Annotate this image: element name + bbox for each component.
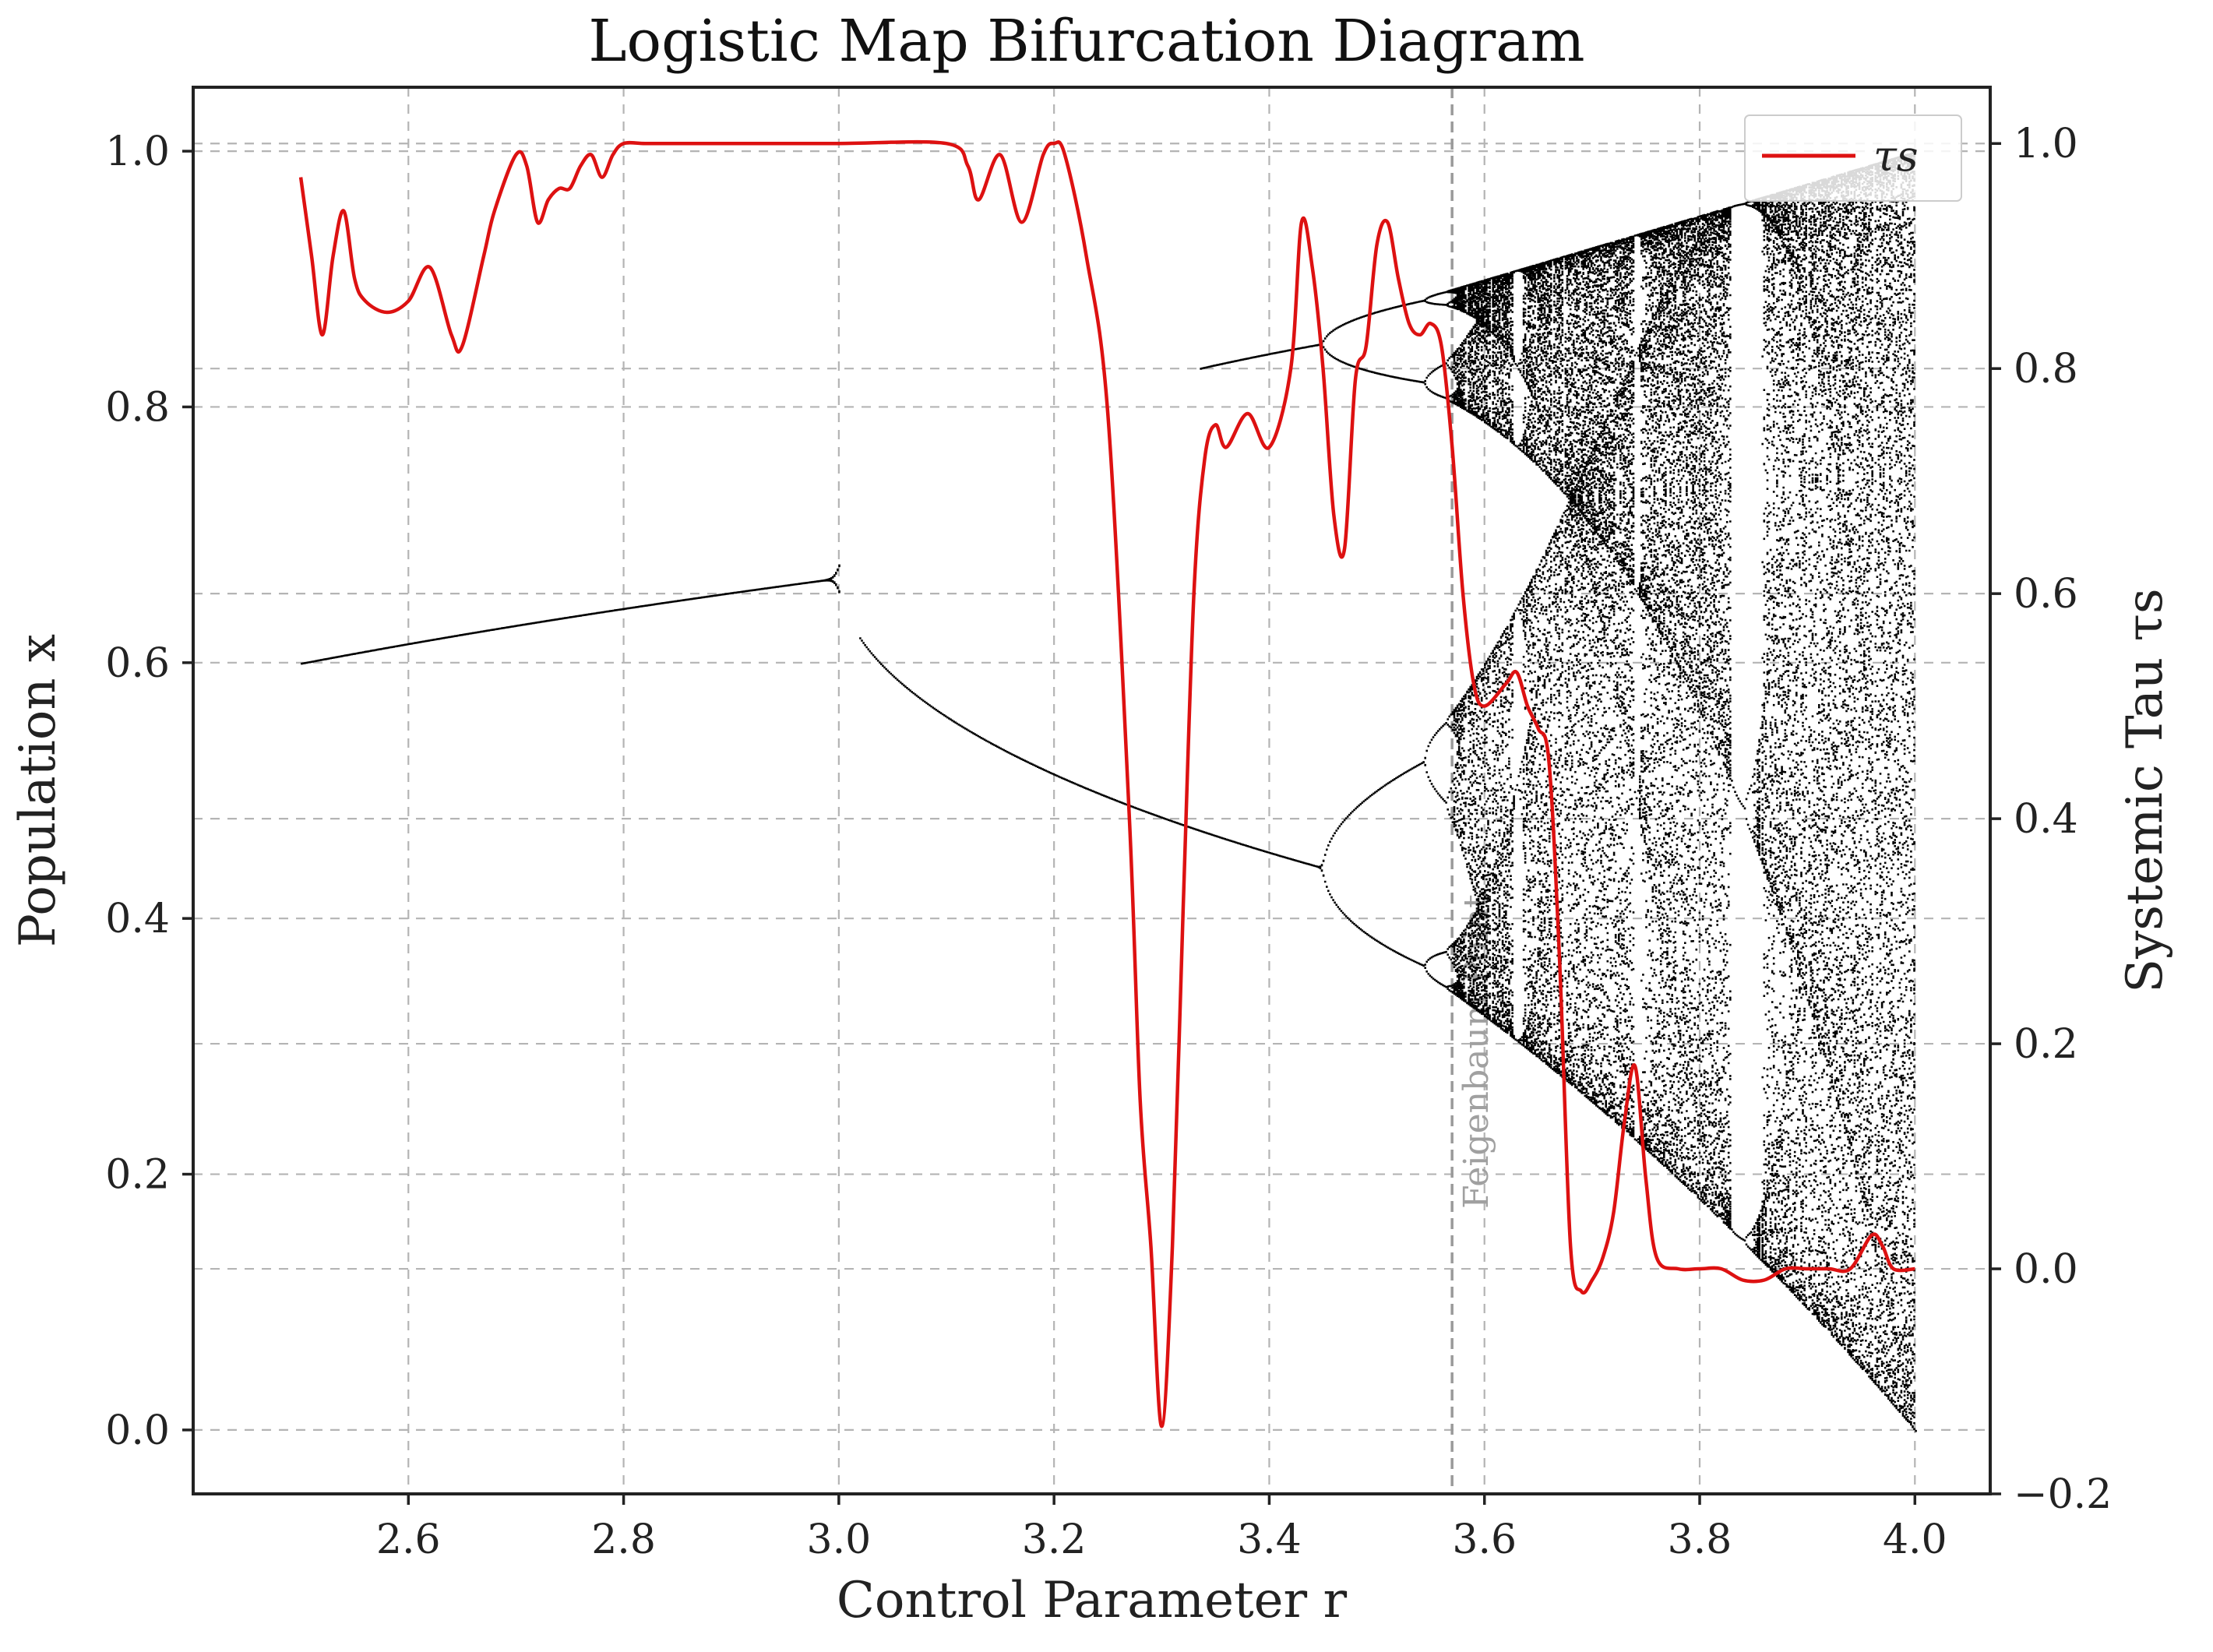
- tau-series: [298, 139, 1915, 1428]
- y2-tick-label: 0.4: [2014, 796, 2078, 843]
- x-tick-label: 3.6: [1452, 1516, 1517, 1563]
- x-axis-title: Control Parameter r: [837, 1572, 1348, 1629]
- y2-tick-label: 0.6: [2014, 571, 2078, 618]
- y-axis-left: 0.0 0.2 0.4 0.6 0.8 1.0: [105, 129, 193, 1454]
- plot-frame: [192, 86, 1992, 1495]
- y-tick-label: 1.0: [105, 129, 170, 175]
- y2-tick-label: 1.0: [2014, 121, 2078, 167]
- tau-line: [298, 139, 1915, 1428]
- legend: τs: [1744, 114, 1962, 202]
- legend-label-tau: τs: [1873, 132, 1919, 181]
- x-tick-label: 3.0: [807, 1516, 872, 1563]
- bifurcation-points: [301, 151, 1917, 1432]
- feigenbaum-annotation: Feigenbaum Point: [1450, 87, 1496, 1494]
- chart-title: Logistic Map Bifurcation Diagram: [588, 8, 1584, 75]
- x-tick-label: 3.4: [1237, 1516, 1302, 1563]
- y2-tick-label: 0.2: [2014, 1021, 2078, 1068]
- x-tick-label: 3.8: [1668, 1516, 1732, 1563]
- y-tick-label: 0.4: [105, 896, 170, 942]
- y-axis-right: −0.2 0.0 0.2 0.4 0.6 0.8 1.0: [1990, 121, 2112, 1518]
- y2-tick-label: 0.0: [2014, 1246, 2078, 1293]
- y2-axis-title: Systemic Tau τs: [2116, 588, 2174, 992]
- y-tick-label: 0.8: [105, 384, 170, 431]
- x-tick-label: 4.0: [1883, 1516, 1947, 1563]
- y-tick-label: 0.2: [105, 1152, 170, 1199]
- x-tick-label: 2.8: [591, 1516, 656, 1563]
- gridlines: [193, 87, 1990, 1495]
- y-tick-label: 0.0: [105, 1407, 170, 1454]
- y2-tick-label: 0.8: [2014, 346, 2078, 393]
- bifurcation-series: [301, 151, 1917, 1432]
- x-tick-label: 3.2: [1022, 1516, 1087, 1563]
- x-tick-label: 2.6: [376, 1516, 441, 1563]
- legend-box: [1744, 114, 1962, 202]
- y2-tick-label: −0.2: [2014, 1471, 2112, 1518]
- y-axis-title: Population x: [9, 634, 67, 947]
- y-tick-label: 0.6: [105, 640, 170, 687]
- x-axis: 2.6 2.8 3.0 3.2 3.4 3.6 3.8 4.0: [376, 1494, 1947, 1563]
